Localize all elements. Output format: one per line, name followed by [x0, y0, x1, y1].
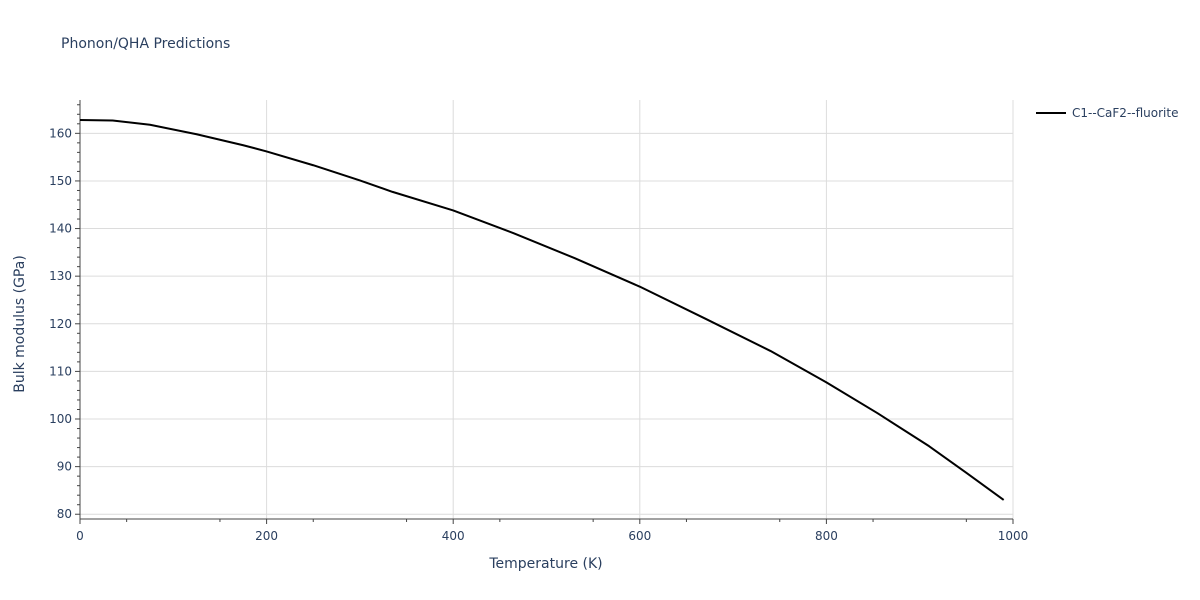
chart-title: Phonon/QHA Predictions: [61, 36, 231, 52]
y-tick-label: 100: [49, 412, 72, 426]
x-tick-label: 600: [628, 529, 651, 543]
y-tick-label: 110: [49, 364, 72, 378]
legend[interactable]: C1--CaF2--fluorite: [1036, 106, 1178, 120]
y-tick-label: 130: [49, 269, 72, 283]
grid: [80, 100, 1014, 519]
x-tick-label: 800: [815, 529, 838, 543]
y-tick-label: 150: [49, 174, 72, 188]
x-tick-label: 200: [255, 529, 278, 543]
legend-label: C1--CaF2--fluorite: [1072, 106, 1179, 120]
x-tick-label: 400: [442, 529, 465, 543]
legend-line-swatch: [1036, 112, 1066, 114]
series-layer: [79, 119, 1005, 501]
y-tick-label: 160: [49, 126, 72, 140]
y-tick-label: 120: [49, 317, 72, 331]
x-axis-title: Temperature (K): [488, 556, 602, 572]
series-line-0: [79, 119, 1005, 501]
axes: 0 200 400 600 800 1000 80 90 100 110 120 130 140 150 1…: [49, 100, 1028, 543]
y-axis-title: Bulk modulus (GPa): [12, 255, 28, 393]
x-tick-label: 0: [76, 529, 84, 543]
y-tick-label: 90: [57, 460, 72, 474]
y-tick-label: 140: [49, 222, 72, 236]
y-tick-label: 80: [57, 507, 72, 521]
x-tick-label: 1000: [998, 529, 1029, 543]
